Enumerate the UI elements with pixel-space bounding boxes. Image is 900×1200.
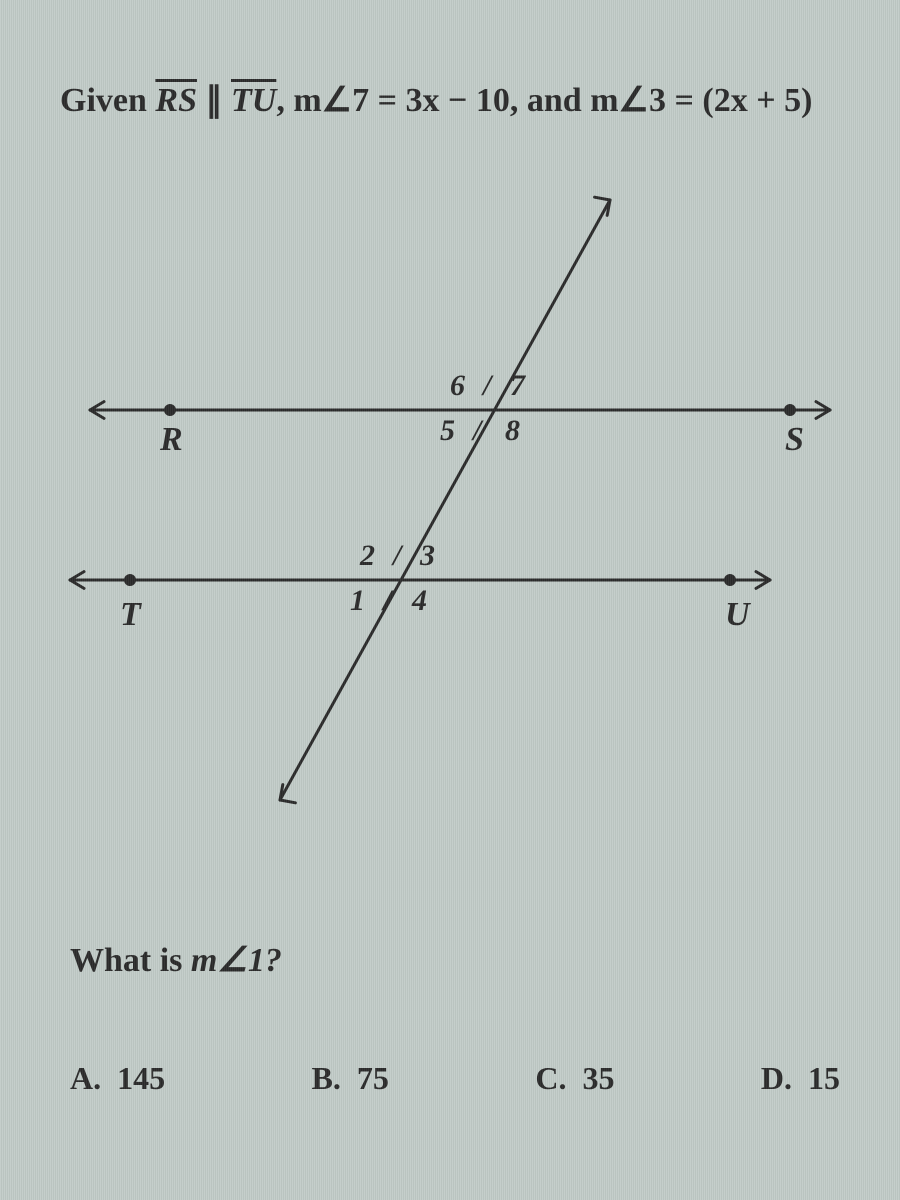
svg-text:/: / [481,369,494,402]
svg-text:5: 5 [440,414,455,447]
svg-text:/: / [391,539,404,572]
answer-choices: A. 145 B. 75 C. 35 D. 15 [70,1060,840,1097]
choice-A[interactable]: A. 145 [70,1060,165,1097]
parallel-symbol: ∥ [197,82,231,119]
choice-D-value: 15 [808,1060,840,1096]
segment-TU: TU [231,82,276,119]
svg-text:S: S [785,421,804,458]
svg-text:U: U [725,596,752,633]
choice-D-letter: D. [761,1060,792,1096]
svg-text:/: / [381,584,394,617]
svg-text:R: R [159,421,183,458]
svg-text:2: 2 [359,539,375,572]
svg-text:7: 7 [510,369,526,402]
choice-C-letter: C. [535,1060,566,1096]
choice-A-value: 145 [117,1060,165,1096]
given-statement: Given RS ∥ TU, m∠7 = 3x − 10, and m∠3 = … [60,80,812,120]
segment-RS: RS [155,82,197,119]
svg-text:4: 4 [411,584,427,617]
question-text: What is m∠1? [70,940,282,980]
svg-text:T: T [120,596,142,633]
svg-text:1: 1 [350,584,365,617]
choice-C[interactable]: C. 35 [535,1060,614,1097]
svg-text:6: 6 [450,369,465,402]
question-prefix: What is [70,942,191,979]
choice-C-value: 35 [582,1060,614,1096]
svg-text:8: 8 [505,414,520,447]
choice-A-letter: A. [70,1060,101,1096]
question-angle: m∠1? [191,942,282,979]
choice-B[interactable]: B. 75 [312,1060,389,1097]
parallel-lines-diagram: RSTU6758//2314// [50,180,850,820]
choice-B-letter: B. [312,1060,341,1096]
given-rest: , m∠7 = 3x − 10, and m∠3 = (2x + 5) [276,82,812,119]
given-prefix: Given [60,82,155,119]
choice-D[interactable]: D. 15 [761,1060,840,1097]
svg-text:3: 3 [419,539,435,572]
diagram-svg: RSTU6758//2314// [50,180,850,820]
choice-B-value: 75 [357,1060,389,1096]
